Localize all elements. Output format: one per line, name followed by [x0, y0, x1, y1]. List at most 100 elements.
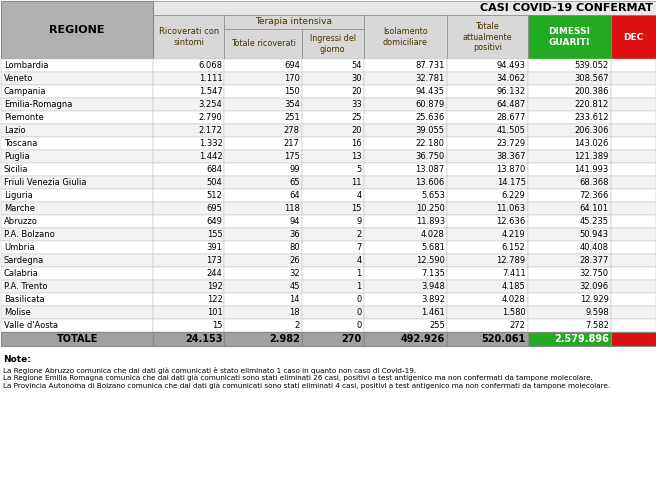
Bar [224, 124, 302, 137]
Text: 24.153: 24.153 [185, 334, 222, 344]
Text: 308.567: 308.567 [574, 74, 609, 83]
Text: Toscana: Toscana [4, 139, 37, 148]
Text: 354: 354 [284, 100, 300, 109]
Bar [153, 267, 224, 280]
Bar [224, 29, 302, 59]
Bar [1, 1, 153, 59]
Bar [447, 241, 527, 254]
Bar [447, 163, 527, 176]
Bar [447, 176, 527, 189]
Bar [447, 267, 527, 280]
Bar [302, 72, 363, 85]
Bar [611, 215, 656, 228]
Text: 50.943: 50.943 [580, 230, 609, 239]
Bar [302, 85, 363, 98]
Bar [611, 267, 656, 280]
Bar [153, 241, 224, 254]
Bar [153, 280, 224, 293]
Text: 1.332: 1.332 [199, 139, 222, 148]
Text: 12.636: 12.636 [497, 217, 525, 226]
Text: 200.386: 200.386 [574, 87, 609, 96]
Bar [302, 59, 363, 72]
Bar [363, 306, 447, 319]
Text: 1.111: 1.111 [199, 74, 222, 83]
Text: 512: 512 [207, 191, 222, 200]
Text: 11: 11 [351, 178, 361, 187]
Text: 1.442: 1.442 [199, 152, 222, 161]
Bar [153, 254, 224, 267]
Bar [527, 267, 611, 280]
Text: 251: 251 [284, 113, 300, 122]
Bar [611, 85, 656, 98]
Bar [224, 163, 302, 176]
Bar [611, 202, 656, 215]
Bar [1, 137, 153, 150]
Bar [527, 111, 611, 124]
Text: 9: 9 [356, 217, 361, 226]
Text: 6.152: 6.152 [502, 243, 525, 252]
Bar [363, 163, 447, 176]
Text: 2.790: 2.790 [199, 113, 222, 122]
Bar [527, 15, 611, 59]
Text: 40.408: 40.408 [580, 243, 609, 252]
Text: P.A. Trento: P.A. Trento [4, 282, 47, 291]
Text: 64.101: 64.101 [580, 204, 609, 213]
Bar [1, 332, 153, 346]
Bar [611, 293, 656, 306]
Bar [153, 150, 224, 163]
Bar [527, 280, 611, 293]
Bar [153, 124, 224, 137]
Bar [153, 72, 224, 85]
Bar [611, 72, 656, 85]
Bar [302, 98, 363, 111]
Text: Sicilia: Sicilia [4, 165, 28, 174]
Bar [363, 332, 447, 346]
Bar [527, 163, 611, 176]
Text: 2: 2 [295, 321, 300, 330]
Text: 33: 33 [351, 100, 361, 109]
Bar [302, 189, 363, 202]
Bar [1, 124, 153, 137]
Text: 118: 118 [284, 204, 300, 213]
Bar [447, 137, 527, 150]
Text: 32: 32 [289, 269, 300, 278]
Text: 4.185: 4.185 [502, 282, 525, 291]
Bar [447, 228, 527, 241]
Bar [363, 189, 447, 202]
Text: Lazio: Lazio [4, 126, 26, 135]
Bar [1, 111, 153, 124]
Bar [1, 176, 153, 189]
Bar [611, 254, 656, 267]
Bar [302, 254, 363, 267]
Text: 270: 270 [341, 334, 361, 344]
Text: 13: 13 [351, 152, 361, 161]
Text: Emilia-Romagna: Emilia-Romagna [4, 100, 72, 109]
Text: 1.580: 1.580 [502, 308, 525, 317]
Text: 173: 173 [207, 256, 222, 265]
Text: 80: 80 [289, 243, 300, 252]
Bar [1, 241, 153, 254]
Text: 64: 64 [289, 191, 300, 200]
Bar [302, 241, 363, 254]
Text: 101: 101 [207, 308, 222, 317]
Text: 38.367: 38.367 [496, 152, 525, 161]
Bar [224, 215, 302, 228]
Text: REGIONE: REGIONE [49, 25, 105, 35]
Bar [447, 72, 527, 85]
Bar [153, 215, 224, 228]
Bar [153, 228, 224, 241]
Bar [153, 15, 224, 59]
Bar [447, 306, 527, 319]
Bar [447, 202, 527, 215]
Text: 32.781: 32.781 [415, 74, 445, 83]
Bar [527, 306, 611, 319]
Text: 14.175: 14.175 [497, 178, 525, 187]
Bar [363, 241, 447, 254]
Text: 0: 0 [356, 295, 361, 304]
Text: 141.993: 141.993 [575, 165, 609, 174]
Bar [302, 267, 363, 280]
Bar [363, 202, 447, 215]
Text: 6.068: 6.068 [199, 61, 222, 70]
Text: 1.547: 1.547 [199, 87, 222, 96]
Bar [224, 332, 302, 346]
